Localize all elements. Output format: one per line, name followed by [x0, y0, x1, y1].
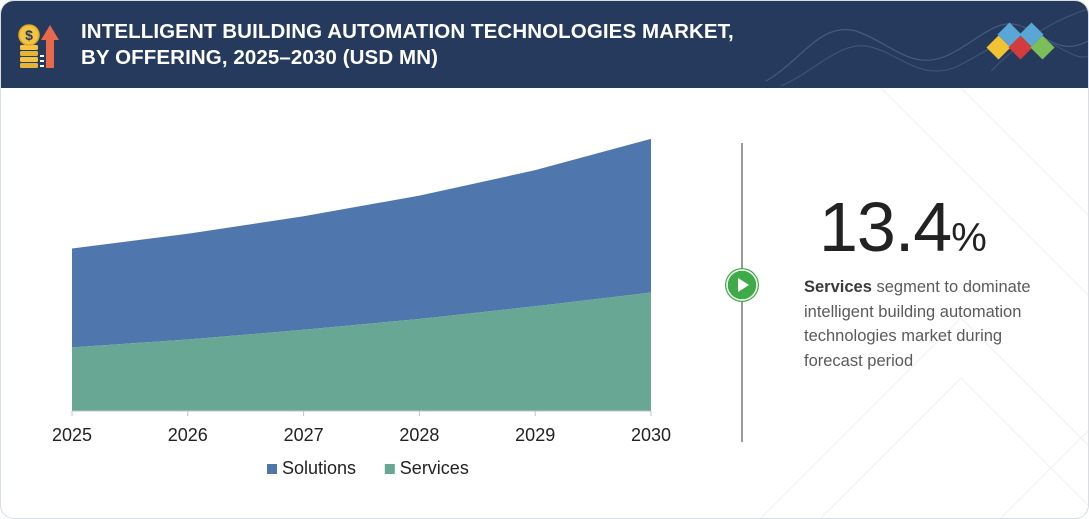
- legend-swatch-services: [384, 464, 395, 474]
- money-growth-icon: $: [18, 24, 59, 68]
- play-icon[interactable]: [725, 268, 759, 302]
- chart-title-line-1: INTELLIGENT BUILDING AUTOMATION TECHNOLO…: [81, 20, 734, 43]
- svg-text:$: $: [25, 27, 33, 43]
- x-tick-label: 2027: [284, 425, 324, 445]
- chart-title-line-2: BY OFFERING, 2025–2030 (USD MN): [81, 46, 439, 69]
- area-chart: 2025 2026 2027 2028 2029 2030 Solutions Service…: [52, 138, 671, 478]
- legend-swatch-solutions: [267, 464, 277, 474]
- area-solutions: [72, 138, 651, 348]
- growth-rate: 13.4%: [819, 187, 987, 278]
- chart-title: INTELLIGENT BUILDING AUTOMATION TECHNOLO…: [81, 19, 741, 71]
- highlight-segment: Services: [804, 278, 872, 296]
- header-banner: $ INTELLIGENT BUILDING AUTOMATION TECHNO…: [1, 1, 1088, 88]
- background-pattern: [760, 88, 1088, 518]
- x-tick-label: 2029: [515, 425, 555, 445]
- highlight-description: Services segment to dominate intelligent…: [804, 275, 1064, 373]
- legend-label-solutions: Solutions: [282, 458, 356, 478]
- x-tick-label: 2026: [168, 425, 208, 445]
- legend-label-services: Services: [400, 458, 469, 478]
- highlight-text: segment to dominate intelligent building…: [804, 278, 1031, 370]
- area-services: [72, 292, 651, 411]
- x-tick-label: 2030: [631, 425, 671, 445]
- x-tick-label: 2028: [399, 425, 439, 445]
- brand-diamonds-icon: [765, 8, 1088, 87]
- growth-rate-value: 13.4: [819, 188, 952, 266]
- x-tick-label: 2025: [52, 425, 92, 445]
- growth-rate-unit: %: [951, 216, 987, 260]
